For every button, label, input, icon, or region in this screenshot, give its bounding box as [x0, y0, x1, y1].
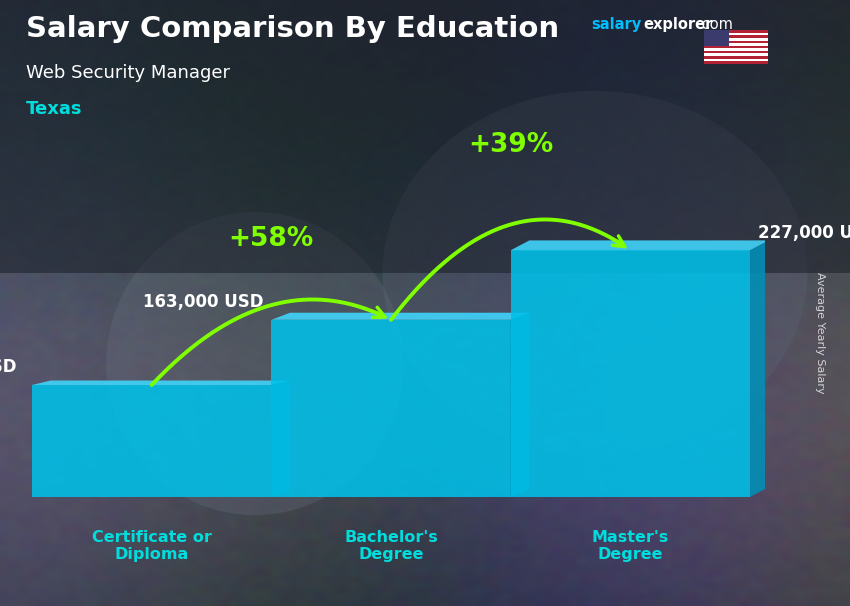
Text: explorer: explorer — [643, 17, 713, 32]
Bar — [704, 48, 768, 51]
Text: Bachelor's
Degree: Bachelor's Degree — [344, 530, 438, 562]
Text: 103,000 USD: 103,000 USD — [0, 358, 17, 376]
Polygon shape — [511, 241, 768, 250]
Polygon shape — [271, 320, 511, 497]
Text: Certificate or
Diploma: Certificate or Diploma — [92, 530, 212, 562]
Bar — [704, 33, 768, 35]
Bar — [0, 0, 850, 273]
Bar — [704, 30, 768, 33]
Text: Salary Comparison By Education: Salary Comparison By Education — [26, 15, 558, 43]
Polygon shape — [271, 381, 290, 497]
Bar — [704, 30, 729, 45]
Polygon shape — [750, 241, 768, 497]
Polygon shape — [271, 313, 530, 320]
Ellipse shape — [106, 212, 404, 515]
Text: Web Security Manager: Web Security Manager — [26, 64, 230, 82]
Text: Average Yearly Salary: Average Yearly Salary — [815, 273, 825, 394]
Text: +39%: +39% — [468, 132, 553, 158]
Text: 163,000 USD: 163,000 USD — [144, 293, 264, 311]
Bar — [704, 38, 768, 41]
Text: Master's
Degree: Master's Degree — [592, 530, 669, 562]
Bar — [704, 41, 768, 43]
Bar — [704, 61, 768, 64]
Polygon shape — [511, 313, 530, 497]
Text: .com: .com — [697, 17, 733, 32]
Bar — [704, 56, 768, 59]
Bar — [704, 45, 768, 48]
Text: Texas: Texas — [26, 100, 82, 118]
Bar — [704, 53, 768, 56]
Text: salary: salary — [591, 17, 641, 32]
Polygon shape — [32, 385, 271, 497]
Bar — [704, 43, 768, 45]
Ellipse shape — [382, 91, 808, 454]
Text: 227,000 USD: 227,000 USD — [757, 224, 850, 242]
Bar — [704, 35, 768, 38]
Text: +58%: +58% — [229, 225, 314, 251]
Polygon shape — [511, 250, 750, 497]
Bar — [704, 51, 768, 53]
Polygon shape — [32, 381, 290, 385]
Bar — [704, 59, 768, 61]
